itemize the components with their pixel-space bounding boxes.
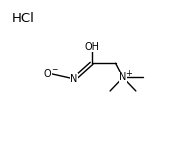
Text: N: N <box>70 74 78 84</box>
Text: N: N <box>119 72 127 83</box>
Text: HCl: HCl <box>12 12 34 25</box>
Text: OH: OH <box>84 42 99 52</box>
Text: −: − <box>51 65 57 74</box>
Text: O: O <box>44 69 51 79</box>
Text: +: + <box>125 69 132 78</box>
